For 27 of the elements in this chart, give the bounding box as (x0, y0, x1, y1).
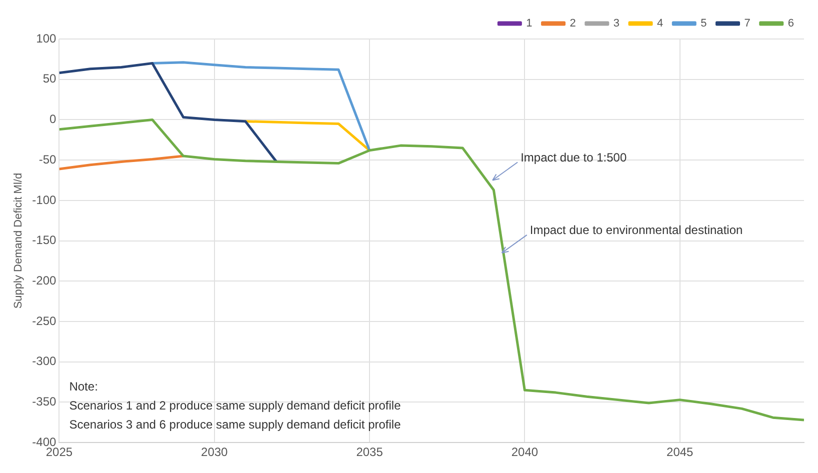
annotation: Impact due to environmental destination (530, 223, 743, 238)
annotation: Impact due to 1:500 (520, 150, 627, 165)
x-tick-label: 2030 (201, 445, 228, 460)
x-tick-label: 2040 (511, 445, 538, 460)
legend-label: 5 (700, 18, 707, 30)
y-tick-label: 50 (42, 72, 57, 86)
x-tick-label: 2035 (356, 445, 384, 460)
y-tick-label: -200 (32, 273, 57, 288)
y-tick-label: 100 (36, 31, 57, 46)
legend-label: 6 (788, 18, 794, 30)
legend-label: 7 (744, 18, 750, 30)
y-tick-label: -350 (32, 394, 57, 409)
legend-label: 3 (613, 18, 620, 30)
annotation: Note: (69, 380, 98, 394)
legend-label: 4 (657, 18, 664, 30)
y-tick-label: 0 (50, 112, 57, 126)
legend-label: 2 (570, 18, 576, 30)
y-tick-label: -300 (32, 354, 57, 368)
y-tick-label: -100 (32, 192, 57, 207)
y-axis-title: Supply Demand Deficit Ml/d (12, 172, 25, 309)
y-tick-label: -50 (38, 152, 57, 166)
y-tick-label: -250 (32, 314, 57, 328)
x-tick-label: 2045 (666, 445, 694, 460)
legend-label: 1 (526, 18, 532, 30)
annotation: Scenarios 3 and 6 produce same supply demand deficit profile (69, 418, 402, 432)
annotation: Scenarios 1 and 2 produce same supply demand deficit profile (69, 398, 402, 413)
y-tick-label: -150 (32, 233, 57, 248)
